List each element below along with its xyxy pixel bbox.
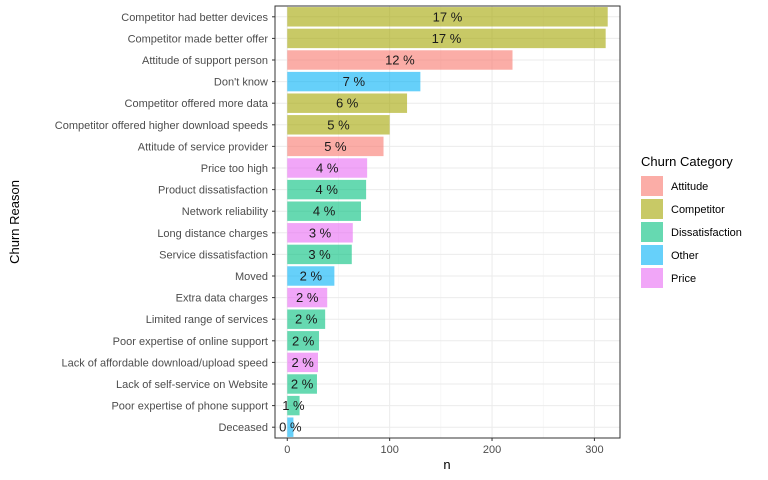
bar [287, 223, 353, 243]
y-tick-label: Poor expertise of phone support [111, 401, 268, 413]
legend-key [641, 176, 663, 196]
bar-data-label: 4 % [315, 182, 338, 197]
y-tick-label: Attitude of service provider [138, 141, 269, 153]
bar-data-labels: 17 % 17 % 12 % 7 % 6 % 5 % 5 % 4 % 4 % 4 % 3 % 3 % 2… [279, 9, 463, 434]
bar [287, 136, 384, 157]
bar-data-label: 2 % [291, 355, 314, 370]
bar-data-label: 1 % [282, 398, 305, 413]
bar [287, 352, 318, 373]
x-tick-label: 0 [284, 444, 290, 456]
y-tick-label: Price too high [201, 163, 268, 175]
legend-label: Competitor [671, 204, 725, 216]
bar-data-label: 2 % [296, 290, 319, 305]
bars [287, 7, 608, 437]
y-tick-label: Moved [235, 271, 268, 283]
legend-key [641, 245, 663, 265]
y-tick-label: Deceased [218, 422, 268, 434]
y-tick-label: Attitude of support person [142, 55, 268, 67]
legend: Churn Category Attitude Competitor Dissati… [641, 154, 742, 288]
bar-data-label: 3 % [308, 247, 331, 262]
x-tick-label: 300 [585, 444, 603, 456]
bar [287, 417, 294, 437]
y-tick-label: Lack of affordable download/upload speed [61, 357, 268, 369]
bar-data-label: 3 % [309, 225, 332, 240]
bar [287, 50, 513, 70]
bar-data-label: 4 % [313, 204, 336, 219]
bar [287, 395, 300, 416]
y-axis-title: Churn Reason [7, 180, 22, 264]
y-tick-label: Extra data charges [176, 293, 269, 305]
bar [287, 28, 606, 49]
bar [287, 158, 368, 178]
bar [287, 374, 317, 394]
bar-data-label: 4 % [316, 161, 339, 176]
bar-data-label: 17 % [432, 31, 462, 46]
bar-data-label: 7 % [343, 74, 366, 89]
bar [287, 287, 328, 308]
y-tick-label: Competitor offered higher download speed… [55, 120, 269, 132]
bar-data-label: 6 % [336, 96, 359, 111]
bar [287, 93, 408, 113]
y-tick-label: Competitor made better offer [128, 33, 269, 45]
bar-data-label: 5 % [324, 139, 347, 154]
legend-label: Price [671, 273, 696, 285]
legend-title: Churn Category [641, 154, 733, 169]
bar [287, 266, 335, 286]
bar-data-label: 17 % [433, 9, 463, 24]
legend-key [641, 268, 663, 288]
y-tick-label: Competitor had better devices [121, 12, 268, 24]
y-tick-label: Competitor offered more data [125, 98, 269, 110]
y-tick-label: Service dissatisfaction [159, 249, 268, 261]
legend-label: Attitude [671, 181, 708, 193]
y-axis-ticks: Competitor had better devices Competitor … [55, 12, 275, 434]
bar [287, 179, 367, 200]
plot-border [274, 5, 621, 439]
y-tick-label: Network reliability [182, 206, 269, 218]
x-axis-title: n [443, 457, 450, 472]
bar [287, 7, 608, 27]
legend-label: Dissatisfaction [671, 227, 742, 239]
bar [287, 331, 320, 351]
legend-label: Other [671, 250, 699, 262]
y-tick-label: Lack of self-service on Website [116, 379, 268, 391]
x-tick-label: 200 [483, 444, 501, 456]
y-tick-label: Poor expertise of online support [113, 336, 268, 348]
y-tick-label: Limited range of services [146, 314, 269, 326]
legend-key [641, 199, 663, 219]
bar [287, 71, 421, 92]
bar-data-label: 12 % [385, 53, 415, 68]
bar [287, 115, 390, 135]
x-tick-label: 100 [380, 444, 398, 456]
plot-panel [274, 5, 621, 439]
bar-data-label: 2 % [291, 377, 314, 392]
y-tick-label: Don't know [214, 77, 268, 89]
legend-key [641, 222, 663, 242]
y-tick-label: Long distance charges [157, 228, 268, 240]
bar-data-label: 2 % [292, 333, 315, 348]
bar-data-label: 2 % [295, 312, 318, 327]
bar-data-label: 0 % [279, 420, 302, 435]
bar-data-label: 2 % [300, 269, 323, 284]
bar-data-label: 5 % [327, 117, 350, 132]
y-tick-label: Product dissatisfaction [158, 185, 268, 197]
bar [287, 244, 352, 265]
bar [287, 309, 326, 329]
bar [287, 201, 361, 221]
x-axis-ticks: 0 100 200 300 [284, 438, 604, 456]
